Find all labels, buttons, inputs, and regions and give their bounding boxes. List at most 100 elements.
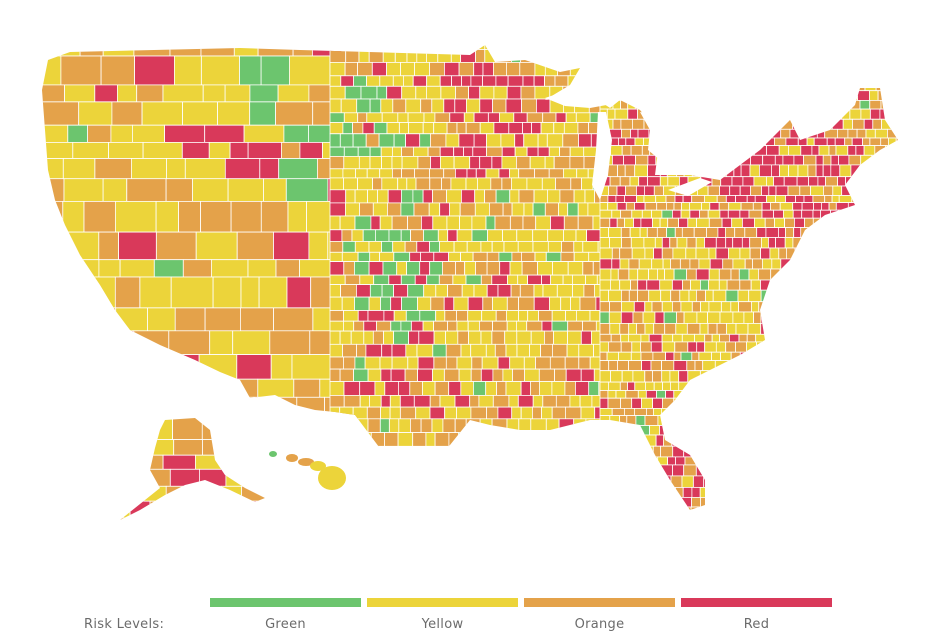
county-cell <box>329 296 343 311</box>
county-cell <box>287 200 308 233</box>
county-cell <box>550 215 565 231</box>
county-cell <box>858 360 872 372</box>
county-cell <box>840 289 852 303</box>
county-cell <box>889 341 898 353</box>
county-cell <box>644 185 655 196</box>
county-cell <box>401 85 417 100</box>
county-cell <box>296 396 325 424</box>
county-cell <box>637 128 650 139</box>
county-cell <box>569 155 585 170</box>
county-cell <box>607 397 622 409</box>
county-cell <box>567 49 583 63</box>
county-cell <box>875 322 888 335</box>
county-cell <box>355 418 369 433</box>
county-cell <box>559 189 575 204</box>
county-cell <box>688 145 698 156</box>
county-cell <box>728 425 739 436</box>
county-cell <box>344 274 361 286</box>
county-cell <box>787 185 801 196</box>
county-cell <box>476 177 492 191</box>
county-cell <box>676 154 690 166</box>
county-cell <box>632 118 645 130</box>
county-cell <box>557 62 571 77</box>
county-cell <box>864 79 877 92</box>
county-cell <box>329 274 346 286</box>
county-cell <box>790 258 803 270</box>
county-cell <box>739 279 752 291</box>
county-cell <box>706 445 718 458</box>
county-cell <box>893 118 898 130</box>
county-cell <box>42 378 68 398</box>
county-cell <box>611 71 620 81</box>
county-cell <box>329 320 344 332</box>
county-cell <box>806 60 818 73</box>
county-cell <box>811 90 821 101</box>
county-cell <box>829 60 838 73</box>
county-cell <box>329 49 347 63</box>
county-cell <box>817 60 831 73</box>
county-cell <box>704 434 713 447</box>
county-cell <box>657 456 669 466</box>
county-cell <box>686 237 697 249</box>
county-cell <box>280 141 301 159</box>
county-cell <box>555 112 567 123</box>
county-cell <box>94 158 132 180</box>
county-cell <box>419 310 436 322</box>
county-cell <box>445 330 459 345</box>
county-cell <box>487 112 500 123</box>
county-cell <box>827 289 841 303</box>
county-cell <box>787 464 798 477</box>
county-cell <box>689 154 703 166</box>
county-cell <box>236 439 265 456</box>
county-cell <box>748 289 762 303</box>
county-cell <box>406 261 421 276</box>
county-cell <box>624 51 634 62</box>
county-cell <box>69 276 94 309</box>
county-cell <box>374 45 390 50</box>
county-cell <box>466 168 477 179</box>
county-cell <box>644 301 653 313</box>
county-cell <box>866 322 877 335</box>
county-cell <box>678 45 688 53</box>
county-cell <box>784 217 795 228</box>
county-cell <box>619 322 630 335</box>
county-cell <box>707 496 720 508</box>
county-cell <box>428 202 441 217</box>
county-cell <box>391 168 402 179</box>
county-cell <box>693 475 705 488</box>
county-cell <box>802 407 811 416</box>
county-cell <box>730 301 739 313</box>
county-cell <box>352 406 368 420</box>
county-cell <box>486 133 502 148</box>
county-cell <box>340 75 355 87</box>
county-cell <box>701 60 710 73</box>
county-cell <box>264 485 265 502</box>
county-cell <box>68 354 101 380</box>
county-cell <box>475 168 487 179</box>
county-cell <box>748 209 763 219</box>
county-cell <box>507 274 519 286</box>
county-cell <box>398 418 411 433</box>
county-cell <box>149 500 185 519</box>
county-cell <box>641 397 654 409</box>
county-cell <box>478 394 494 408</box>
county-cell <box>753 176 767 187</box>
county-cell <box>343 112 359 123</box>
county-cell <box>701 154 710 166</box>
county-cell <box>636 185 645 196</box>
county-cell <box>608 464 622 477</box>
county-cell <box>831 118 844 130</box>
county-cell <box>760 506 769 510</box>
county-cell <box>775 185 789 196</box>
county-cell <box>883 79 897 92</box>
county-cell <box>136 84 164 103</box>
county-cell <box>650 360 662 372</box>
county-cell <box>533 284 544 298</box>
county-cell <box>599 247 613 260</box>
county-cell <box>616 202 627 211</box>
county-cell <box>650 341 663 353</box>
county-cell <box>551 406 566 420</box>
county-cell <box>784 79 798 92</box>
county-cell <box>898 323 906 334</box>
county-cell <box>740 360 754 372</box>
